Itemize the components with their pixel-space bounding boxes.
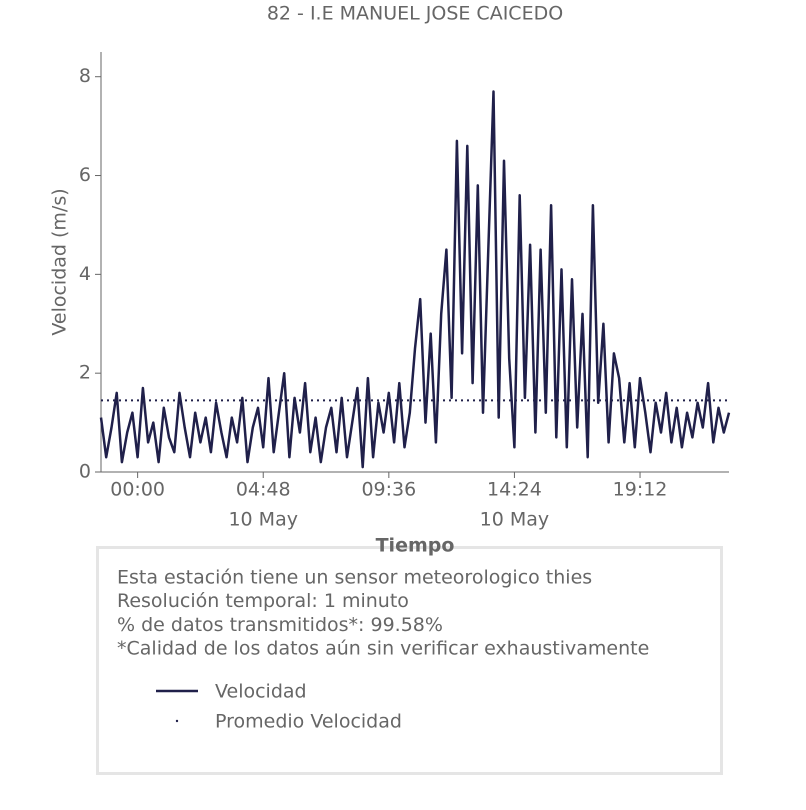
- x-tick-label: 04:48: [236, 479, 291, 501]
- y-tick-label: 8: [79, 65, 91, 87]
- x-tick-date: 10 May: [480, 509, 550, 531]
- x-tick-label: 19:12: [613, 479, 668, 501]
- y-tick-label: 4: [79, 263, 91, 285]
- x-tick-label: 00:00: [110, 479, 165, 501]
- legend-label: Velocidad: [215, 681, 307, 703]
- y-axis-label: Velocidad (m/s): [49, 188, 71, 335]
- y-tick-label: 0: [79, 461, 91, 483]
- legend-dot: [175, 719, 179, 723]
- legend-label: Promedio Velocidad: [215, 711, 402, 733]
- x-tick-date: 10 May: [228, 509, 298, 531]
- chart-title: 82 - I.E MANUEL JOSE CAICEDO: [267, 3, 563, 25]
- x-tick-label: 14:24: [487, 479, 542, 501]
- y-tick-label: 6: [79, 164, 91, 186]
- info-text: Resolución temporal: 1 minuto: [117, 590, 409, 612]
- x-axis-label: Tiempo: [376, 535, 455, 557]
- series-line: [99, 90, 731, 469]
- info-text: *Calidad de los datos aún sin verificar …: [117, 638, 649, 660]
- info-text: % de datos transmitidos*: 99.58%: [117, 614, 443, 636]
- x-tick-label: 09:36: [361, 479, 416, 501]
- info-text: Esta estación tiene un sensor meteorolog…: [117, 567, 592, 589]
- info-box: [96, 546, 723, 775]
- y-tick-label: 2: [79, 362, 91, 384]
